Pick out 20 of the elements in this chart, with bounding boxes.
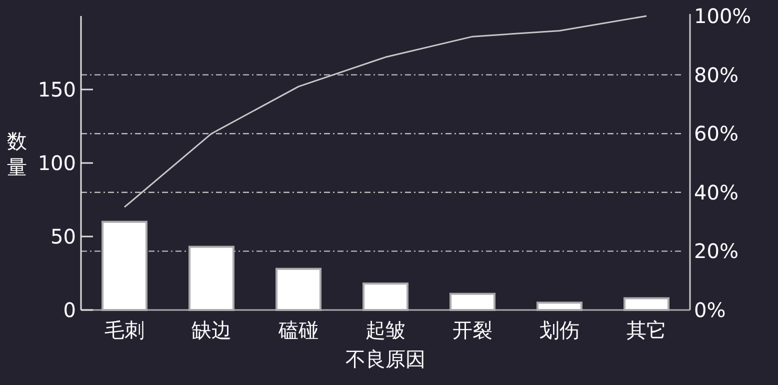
x-tick-label: 磕碰 xyxy=(278,318,318,342)
x-tick-label: 开裂 xyxy=(452,318,492,342)
y2-tick-label: 0% xyxy=(694,298,726,322)
x-tick-label: 划伤 xyxy=(540,318,580,342)
y-axis-title: 数量 xyxy=(7,129,27,179)
y2-tick-label: 80% xyxy=(694,62,738,87)
x-tick-label: 起皱 xyxy=(366,318,406,342)
y2-tick-label: 60% xyxy=(694,122,738,146)
y-tick-label: 50 xyxy=(50,224,76,248)
y-tick-label: 100 xyxy=(38,151,76,175)
x-tick-label: 毛刺 xyxy=(104,318,144,342)
y2-tick-label: 20% xyxy=(694,239,738,264)
line-series xyxy=(124,15,648,208)
y2-tick-label: 100% xyxy=(694,4,752,28)
y-tick-label: 150 xyxy=(38,78,76,102)
y-tick-label: 0 xyxy=(63,298,76,322)
x-tick-label: 缺边 xyxy=(192,318,232,342)
x-axis-title: 不良原因 xyxy=(346,347,426,371)
y2-tick-label: 40% xyxy=(694,180,738,204)
x-tick-label: 其它 xyxy=(626,318,666,342)
